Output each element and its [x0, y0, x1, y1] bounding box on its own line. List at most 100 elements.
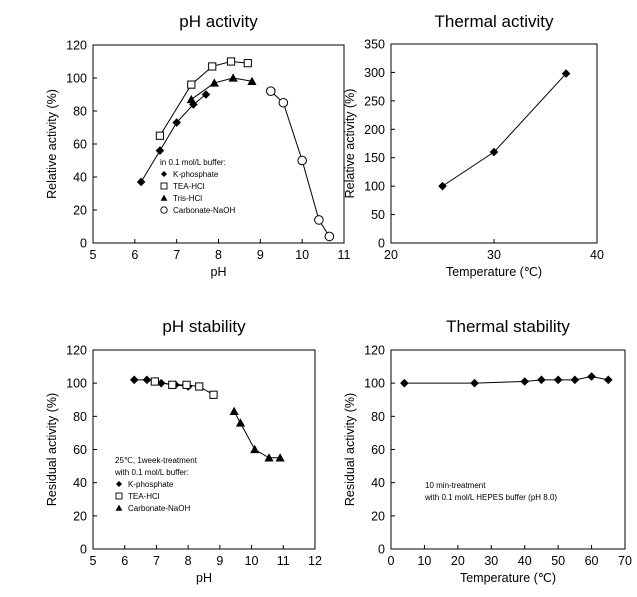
y-tick-label: 40 — [371, 476, 385, 490]
y-tick-label: 100 — [364, 377, 385, 391]
x-tick-label: 50 — [551, 554, 565, 568]
data-point — [226, 57, 236, 66]
y-axis-label: Relative activity (%) — [45, 89, 59, 199]
x-tick-label: 30 — [484, 554, 498, 568]
legend-title: in 0.1 mol/L buffer: — [160, 158, 226, 167]
y-tick-label: 100 — [66, 72, 87, 86]
y-tick-label: 150 — [364, 151, 385, 165]
x-tick-label: 9 — [257, 248, 264, 262]
data-point — [265, 86, 276, 96]
y-tick-label: 350 — [364, 38, 385, 52]
y-tick-label: 40 — [73, 171, 87, 185]
data-point — [324, 231, 335, 242]
y-tick-label: 20 — [73, 509, 87, 523]
data-point — [168, 380, 177, 389]
data-point — [264, 453, 274, 462]
data-point — [553, 375, 563, 385]
y-tick-label: 0 — [80, 237, 87, 251]
data-point — [182, 380, 191, 389]
legend: in 0.1 mol/L buffer: K-phosphate TEA-HCl Tr… — [160, 158, 235, 215]
x-tick-label: 10 — [245, 554, 259, 568]
series-tris-hcl — [186, 73, 257, 104]
series-line — [140, 94, 207, 183]
data-point — [603, 375, 613, 385]
data-point — [520, 377, 530, 386]
legend-marker — [160, 194, 168, 201]
x-tick-label: 0 — [388, 554, 395, 568]
legend-entry: Carbonate-NaOH — [173, 206, 235, 215]
y-tick-label: 100 — [66, 377, 87, 391]
legend-marker — [160, 182, 168, 190]
legend-entry: K-phosphate — [173, 170, 219, 179]
plot-area — [390, 349, 626, 550]
legend-entry: Carbonate-NaOH — [128, 504, 190, 513]
data-point — [275, 453, 285, 462]
legend-title: 25℃, 1week-treatment — [115, 456, 198, 465]
x-axis-label: Temperature (℃) — [460, 571, 556, 585]
y-tick-label: 0 — [80, 543, 87, 557]
series-tea-hcl — [155, 57, 252, 140]
y-tick-label: 80 — [73, 105, 87, 119]
data-point — [314, 215, 324, 225]
x-tick-label: 10 — [295, 248, 309, 262]
x-tick-label: 9 — [216, 554, 223, 568]
y-tick-label: 0 — [378, 237, 385, 251]
x-tick-label: 5 — [90, 248, 97, 262]
series-carbonate-naoh — [229, 406, 285, 462]
data-point — [561, 69, 571, 78]
legend-marker — [115, 504, 123, 511]
legend-entry: TEA-HCl — [128, 492, 160, 501]
y-tick-label: 300 — [364, 66, 385, 80]
y-tick-label: 250 — [364, 94, 385, 108]
data-point — [155, 131, 165, 140]
data-point — [470, 378, 479, 388]
data-point — [243, 59, 252, 68]
series-line — [442, 73, 567, 187]
data-point — [209, 78, 219, 87]
data-point — [172, 118, 181, 127]
data-point — [129, 375, 139, 385]
x-tick-label: 8 — [185, 554, 192, 568]
x-tick-label: 5 — [90, 554, 97, 568]
data-point — [201, 90, 211, 99]
x-axis-label: pH — [196, 571, 212, 585]
data-point — [489, 147, 499, 157]
series-carbonate-naoh — [265, 86, 335, 242]
x-tick-label: 8 — [215, 248, 222, 262]
legend: 25℃, 1week-treatment with 0.1 mol/L buffe… — [114, 456, 198, 513]
chart-panel-2: Thermal activity 0 50 100 150 200 250 300 350 20 3… — [343, 12, 604, 279]
data-point — [247, 76, 257, 85]
legend-marker — [116, 481, 122, 487]
data-point — [278, 97, 289, 108]
data-point — [155, 146, 165, 155]
x-tick-label: 7 — [173, 248, 180, 262]
y-tick-label: 40 — [73, 476, 87, 490]
chart-panel-3: pH stability 0 20 40 60 80 100 120 5 6 7 8 9 10 11 12 pH… — [45, 317, 322, 585]
series-k-phosphate — [136, 90, 211, 187]
annotation-text: with 0.1 mol/L HEPES buffer (pH 8.0) — [424, 493, 557, 502]
data-point — [587, 372, 596, 381]
data-point — [136, 177, 146, 187]
y-tick-label: 120 — [364, 344, 385, 358]
chart-title: pH activity — [179, 12, 258, 31]
x-tick-label: 7 — [153, 554, 160, 568]
data-point — [570, 375, 580, 385]
data-point — [187, 80, 196, 89]
y-tick-label: 200 — [364, 123, 385, 137]
x-tick-label: 30 — [487, 248, 501, 262]
y-tick-label: 0 — [378, 543, 385, 557]
legend-marker — [161, 171, 167, 177]
y-tick-label: 80 — [73, 410, 87, 424]
x-axis-label: pH — [211, 265, 227, 279]
series-data — [400, 372, 613, 388]
legend-entry: Tris-HCl — [173, 194, 202, 203]
chart-title: Thermal activity — [434, 12, 554, 31]
y-axis-label: Relative activity (%) — [343, 89, 357, 199]
data-point — [250, 444, 260, 454]
legend-entry: TEA-HCl — [173, 182, 205, 191]
y-tick-label: 20 — [371, 509, 385, 523]
y-tick-label: 60 — [73, 443, 87, 457]
x-tick-label: 11 — [277, 554, 290, 568]
x-tick-label: 12 — [308, 554, 322, 568]
